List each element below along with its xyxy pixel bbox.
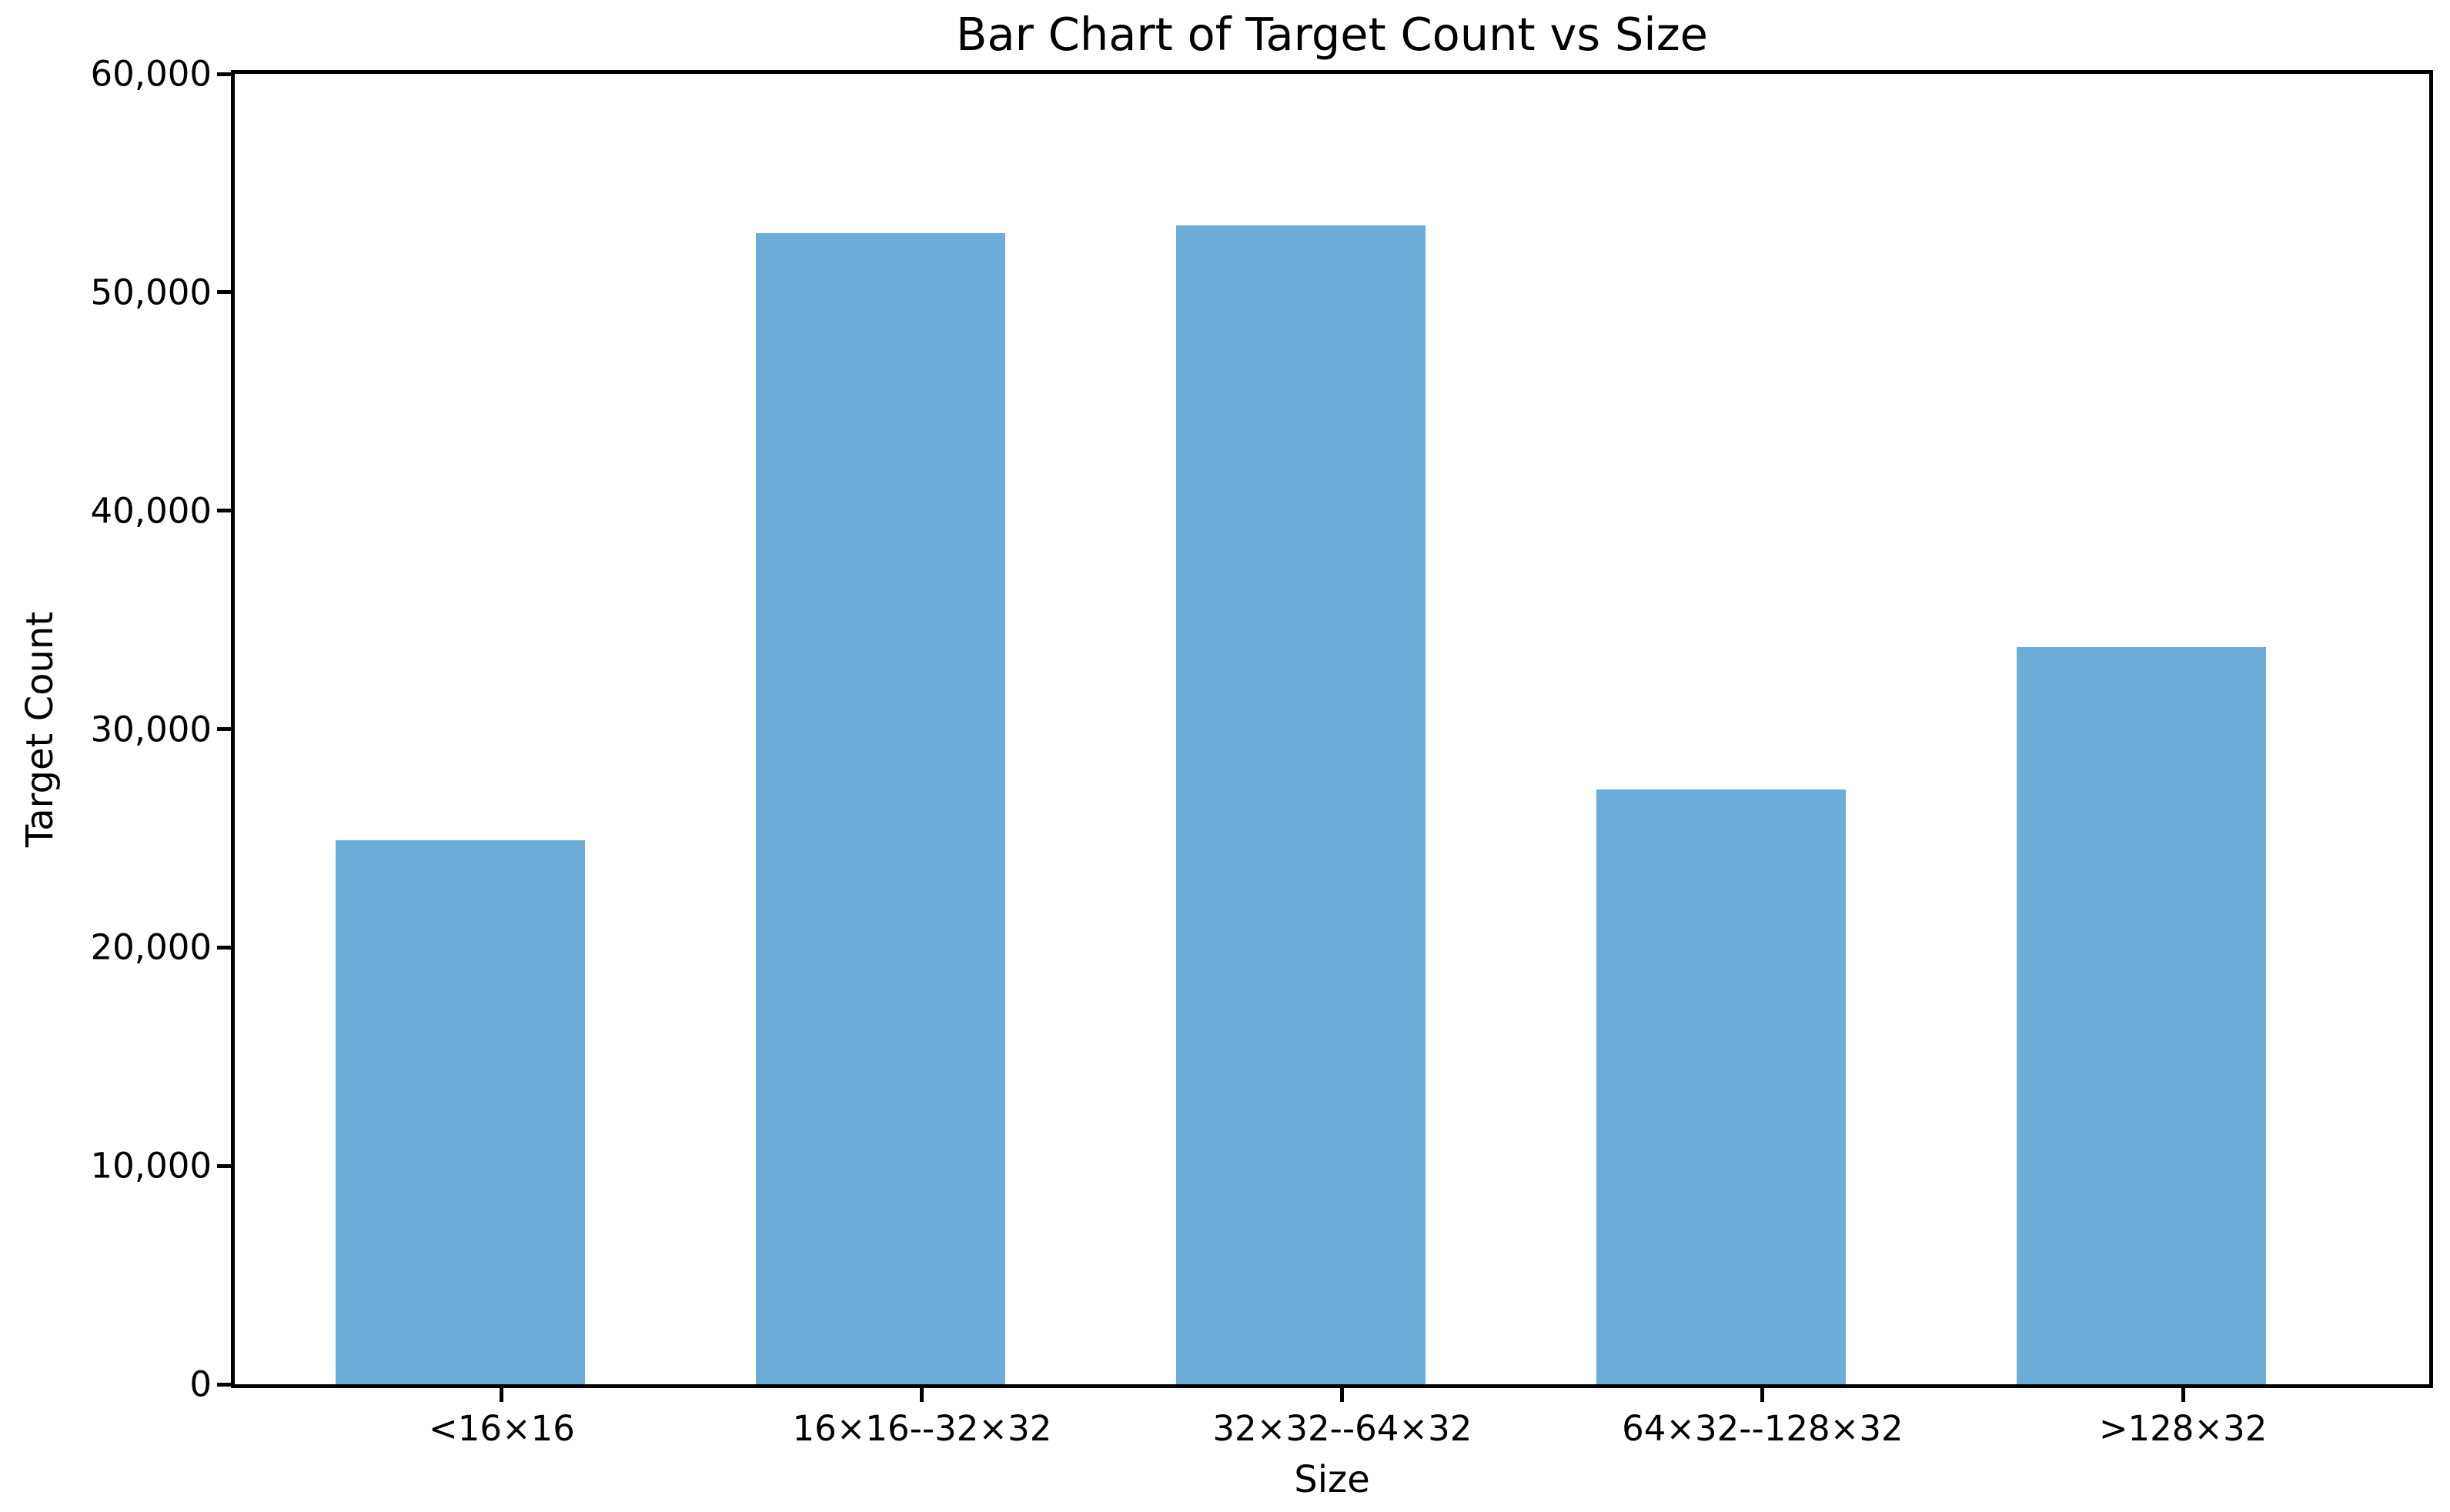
bar-3 <box>1176 225 1426 1384</box>
y-axis-label: Target Count <box>18 611 62 847</box>
chart-title: Bar Chart of Target Count vs Size <box>956 8 1708 61</box>
x-tick-mark <box>500 1388 504 1402</box>
y-tick-mark <box>217 1382 231 1387</box>
x-tick-label: 16×16--32×32 <box>792 1408 1052 1449</box>
x-tick-mark <box>2181 1388 2185 1402</box>
x-tick-label: 64×32--128×32 <box>1622 1408 1904 1449</box>
y-tick-label: 10,000 <box>90 1145 212 1187</box>
x-tick-label: >128×32 <box>2098 1408 2268 1449</box>
bar-2 <box>756 233 1005 1384</box>
plot-area: Target Count Size 0 10,000 20,000 30,000 40,… <box>18 57 2433 1498</box>
bar-1 <box>336 840 585 1384</box>
y-tick-label: 60,000 <box>90 53 212 95</box>
y-tick-mark <box>217 509 231 513</box>
y-tick-mark <box>217 72 231 76</box>
y-tick-label: 40,000 <box>90 490 212 532</box>
x-tick-label: 32×32--64×32 <box>1212 1408 1472 1449</box>
y-tick-mark <box>217 727 231 731</box>
y-tick-mark <box>217 945 231 950</box>
bar-4 <box>1596 789 1846 1384</box>
x-tick-mark <box>1760 1388 1765 1402</box>
y-tick-label: 0 <box>189 1363 212 1405</box>
y-tick-mark <box>217 1163 231 1168</box>
y-tick-label: 30,000 <box>90 709 212 749</box>
y-tick-label: 50,000 <box>90 272 212 313</box>
x-tick-mark <box>920 1388 924 1402</box>
x-axis-label: Size <box>1294 1458 1370 1501</box>
x-tick-mark <box>1340 1388 1345 1402</box>
bar-5 <box>2017 647 2267 1384</box>
y-tick-label: 20,000 <box>90 926 212 968</box>
y-tick-mark <box>217 290 231 295</box>
x-tick-label: <16×16 <box>428 1408 575 1449</box>
